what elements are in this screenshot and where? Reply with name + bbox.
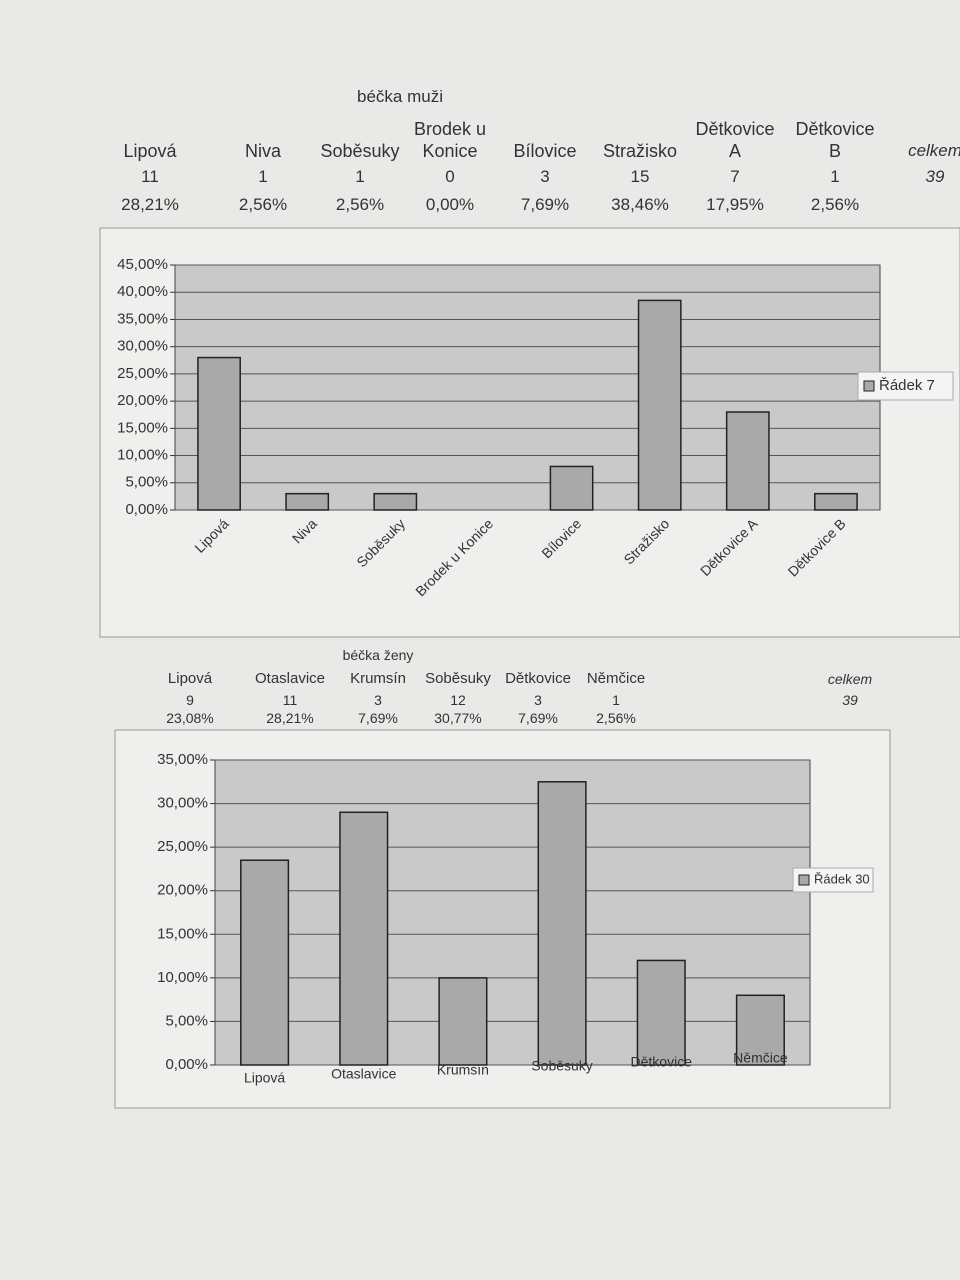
count-cell: 11 [141, 167, 159, 186]
chart: 0,00% 5,00% 10,00% 15,00% 20,00% 25,00% 30,00%… [99, 227, 960, 638]
column-header: Dětkovice B [795, 119, 875, 161]
y-tick-label: 15,00% [157, 925, 208, 942]
bar [373, 492, 418, 511]
column-header: Dětkovice A [695, 119, 775, 161]
bar [438, 977, 488, 1066]
plot-area [174, 264, 881, 511]
plot-area [214, 759, 811, 1066]
bar [197, 356, 241, 511]
bar [735, 994, 785, 1066]
x-tick-label: Krumsín [437, 1062, 489, 1078]
x-tick-label: Lipová [244, 1070, 285, 1086]
y-tick-label: 10,00% [157, 969, 208, 986]
column-header: Stražisko [602, 141, 678, 161]
percent-cell: 23,08% [166, 710, 214, 726]
column-header: Krumsín [350, 670, 406, 687]
y-tick-label: 5,00% [125, 474, 168, 491]
total-label: celkem [908, 141, 960, 160]
y-tick-label: 45,00% [117, 256, 168, 273]
column-header: Lipová [123, 141, 177, 161]
column-header: Brodek u Konice [413, 119, 487, 161]
bar [637, 299, 682, 511]
percent-cell: 7,69% [358, 710, 398, 726]
y-tick-label: 35,00% [157, 751, 208, 768]
percent-cell: 2,56% [238, 195, 288, 214]
count-cell: 1 [612, 692, 620, 708]
y-tick-label: 0,00% [165, 1056, 208, 1073]
section-title: béčka ženy [342, 647, 414, 663]
y-tick-label: 10,00% [117, 447, 168, 464]
count-cell: 3 [374, 692, 382, 708]
y-tick-label: 20,00% [157, 882, 208, 899]
count-cell: 3 [534, 692, 542, 708]
percent-cell: 28,21% [121, 195, 179, 214]
total-label: celkem [827, 671, 873, 687]
y-tick-label: 35,00% [117, 310, 168, 327]
count-cell: 12 [450, 692, 466, 708]
percent-cell: 17,95% [706, 195, 764, 214]
y-tick-label: 25,00% [117, 365, 168, 382]
x-tick-label: Otaslavice [331, 1066, 397, 1082]
count-cell: 1 [830, 167, 840, 186]
bar [240, 859, 290, 1066]
percent-cell: 30,77% [434, 710, 482, 726]
percent-cell: 2,56% [335, 195, 385, 214]
column-header: Soběsuky [320, 141, 400, 161]
y-tick-label: 30,00% [157, 795, 208, 812]
count-cell: 1 [258, 167, 268, 186]
bar [636, 959, 686, 1066]
bar [814, 492, 858, 511]
legend-label: Řádek 30 [814, 871, 870, 886]
section-title: béčka muži [357, 87, 443, 106]
y-tick-label: 30,00% [117, 338, 168, 355]
x-tick-label: Dětkovice [631, 1054, 693, 1070]
count-cell: 1 [355, 167, 365, 186]
column-header: Němčice [586, 670, 646, 687]
x-tick-label: Soběsuky [531, 1058, 592, 1074]
bar [285, 492, 330, 511]
total-value: 39 [925, 167, 945, 186]
column-header: Lipová [167, 670, 213, 687]
count-cell: 7 [730, 167, 740, 186]
count-cell: 15 [630, 167, 650, 186]
y-tick-label: 15,00% [117, 419, 168, 436]
percent-cell: 7,69% [518, 710, 558, 726]
count-cell: 9 [186, 692, 194, 708]
chart: 0,00% 5,00% 10,00% 15,00% 20,00% 25,00% 30,00%… [114, 729, 891, 1109]
percent-cell: 2,56% [596, 710, 636, 726]
count-cell: 0 [445, 167, 455, 186]
total-value: 39 [842, 692, 858, 708]
column-header: Soběsuky [425, 670, 491, 687]
percent-cell: 7,69% [520, 195, 570, 214]
column-header: Bílovice [513, 141, 577, 161]
column-header: Dětkovice [505, 670, 571, 687]
y-tick-label: 0,00% [125, 501, 168, 518]
count-cell: 11 [282, 692, 298, 708]
bar [725, 411, 770, 511]
x-tick-label: Němčice [733, 1050, 788, 1066]
legend-swatch [863, 380, 875, 392]
percent-cell: 2,56% [810, 195, 860, 214]
bar [339, 811, 389, 1066]
percent-cell: 28,21% [266, 710, 314, 726]
count-cell: 3 [540, 167, 550, 186]
column-header: Otaslavice [254, 670, 326, 687]
percent-cell: 0,00% [425, 195, 475, 214]
percent-cell: 38,46% [611, 195, 669, 214]
legend-label: Řádek 7 [879, 377, 935, 394]
column-header: Niva [244, 141, 281, 161]
y-tick-label: 5,00% [165, 1012, 208, 1029]
legend-swatch [798, 874, 810, 886]
y-tick-label: 25,00% [157, 838, 208, 855]
bar [549, 465, 594, 511]
bar [537, 781, 587, 1066]
y-tick-label: 40,00% [117, 283, 168, 300]
y-tick-label: 20,00% [117, 392, 168, 409]
